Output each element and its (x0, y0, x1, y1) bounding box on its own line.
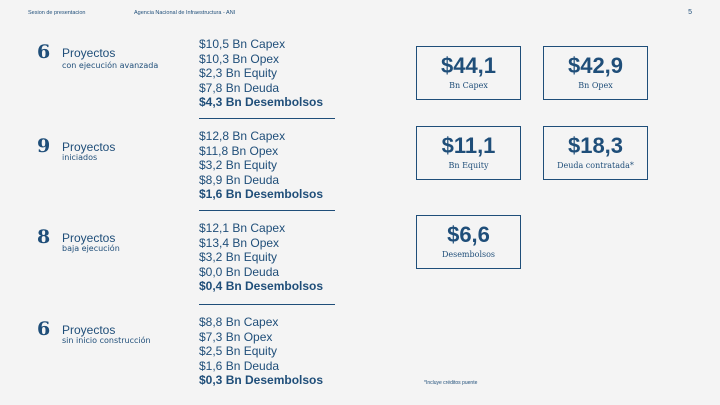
disbursement-figure: $0,3 Bn Desembolsos (199, 373, 324, 387)
total-opex-box: $42,9 Bn Opex (543, 46, 648, 100)
total-debt-box: $18,3 Deuda contratada* (543, 126, 648, 180)
opex-figure: $11,8 Bn Opex (199, 143, 279, 158)
capex-figure: $12,8 Bn Capex (199, 129, 286, 143)
project-count: 9 (37, 135, 51, 157)
project-subtitle: sin inicio construcción (62, 336, 151, 345)
agency-name: Agencia Nacional de Infraestructura - AN… (134, 10, 236, 16)
total-disbursement-label: Desembolsos (441, 250, 496, 259)
project-subtitle: iniciados (62, 153, 98, 162)
project-subtitle: baja ejecución (62, 244, 120, 253)
opex-figure: $10,3 Bn Opex (199, 51, 280, 66)
project-figures: $12,1 Bn Capex $13,4 Bn Opex $3,2 Bn Equ… (199, 221, 323, 294)
total-debt-value: $18,3 (567, 133, 624, 158)
capex-figure: $8,8 Bn Capex (199, 315, 279, 329)
total-capex-value: $44,1 (440, 53, 497, 78)
project-title: Proyectos (62, 231, 116, 245)
equity-figure: $2,3 Bn Equity (199, 66, 278, 80)
total-capex-label: Bn Capex (449, 81, 488, 90)
total-equity-label: Bn Equity (448, 161, 489, 170)
total-disbursement-box: $6,6 Desembolsos (416, 215, 521, 269)
project-count: 6 (37, 41, 51, 63)
total-disbursement-value: $6,6 (447, 222, 490, 247)
page-number: 5 (688, 9, 692, 16)
opex-figure: $13,4 Bn Opex (199, 235, 280, 250)
total-opex-value: $42,9 (567, 53, 624, 78)
capex-figure: $12,1 Bn Capex (199, 221, 286, 235)
disbursement-figure: $4,3 Bn Desembolsos (199, 95, 324, 109)
total-debt-label: Deuda contratada* (557, 161, 634, 170)
project-count: 6 (37, 318, 51, 340)
footnote: *Incluye créditos puente (424, 380, 478, 386)
project-title: Proyectos (62, 140, 116, 154)
debt-figure: $0,0 Bn Deuda (199, 264, 280, 279)
section-title: Sesion de presentacion (28, 10, 86, 16)
equity-figure: $2,5 Bn Equity (199, 344, 278, 358)
total-opex-label: Bn Opex (578, 81, 613, 90)
project-subtitle: con ejecución avanzada (62, 61, 159, 70)
capex-figure: $10,5 Bn Capex (199, 37, 286, 51)
total-equity-box: $11,1 Bn Equity (416, 126, 521, 180)
debt-figure: $7,8 Bn Deuda (199, 80, 280, 95)
opex-figure: $7,3 Bn Opex (199, 329, 273, 344)
debt-figure: $1,6 Bn Deuda (199, 358, 280, 373)
debt-figure: $8,9 Bn Deuda (199, 172, 280, 187)
total-equity-value: $11,1 (441, 133, 496, 158)
project-figures: $12,8 Bn Capex $11,8 Bn Opex $3,2 Bn Equ… (199, 129, 323, 202)
equity-figure: $3,2 Bn Equity (199, 158, 278, 172)
project-count: 8 (37, 226, 51, 248)
equity-figure: $3,2 Bn Equity (199, 250, 278, 264)
project-figures: $10,5 Bn Capex $10,3 Bn Opex $2,3 Bn Equ… (199, 37, 323, 110)
total-capex-box: $44,1 Bn Capex (416, 46, 521, 100)
project-title: Proyectos (62, 46, 116, 60)
disbursement-figure: $0,4 Bn Desembolsos (199, 279, 324, 293)
disbursement-figure: $1,6 Bn Desembolsos (199, 187, 324, 201)
divider (199, 304, 335, 305)
divider (199, 118, 335, 119)
project-title: Proyectos (62, 323, 116, 337)
project-figures: $8,8 Bn Capex $7,3 Bn Opex $2,5 Bn Equit… (199, 315, 323, 388)
divider (199, 210, 335, 211)
